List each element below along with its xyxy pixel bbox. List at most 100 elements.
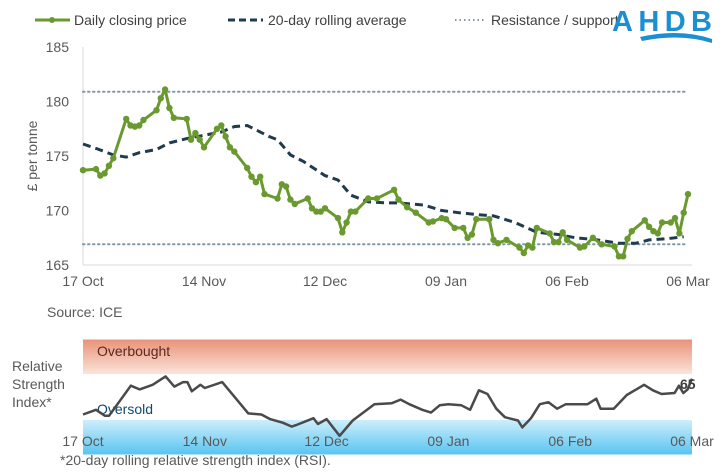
rolling-average-line: [82, 123, 684, 245]
legend-average-label: 20-day rolling average: [268, 12, 407, 28]
closing-price-point: [157, 95, 164, 102]
closing-price-point: [218, 122, 225, 129]
rsi-footnote: *20-day rolling relative strength index …: [60, 452, 331, 468]
closing-price-point: [486, 216, 493, 223]
price-series: [79, 86, 692, 260]
rsi-x-tick-labels: 17 Oct 14 Nov 12 Dec 09 Jan 06 Feb 06 Mar: [62, 433, 714, 449]
x-tick-label: 09 Jan: [425, 273, 467, 289]
x-tick-label: 14 Nov: [182, 273, 226, 289]
legend-average: 20-day rolling average: [228, 12, 407, 28]
closing-price-point: [105, 162, 113, 169]
closing-price-point: [373, 195, 381, 202]
closing-price-point: [468, 231, 476, 238]
closing-price-point: [520, 249, 527, 257]
closing-price-point: [123, 115, 130, 123]
rsi-x-tick-label: 06 Mar: [670, 433, 714, 449]
legend: Daily closing price 20-day rolling avera…: [35, 12, 619, 28]
closing-price-point: [516, 244, 523, 251]
rsi-title-line-3: Index*: [12, 394, 52, 410]
closing-price-point: [170, 114, 177, 122]
x-tick-label: 17 Oct: [62, 273, 103, 289]
rsi-x-tick-label: 14 Nov: [183, 433, 227, 449]
closing-price-point: [581, 243, 588, 250]
closing-price-point: [192, 129, 199, 137]
closing-price-point: [248, 173, 255, 180]
closing-price-point: [546, 230, 553, 237]
closing-price-point: [412, 209, 419, 216]
closing-price-point: [110, 155, 117, 162]
closing-price-point: [282, 183, 290, 190]
closing-price-point: [442, 216, 450, 223]
closing-price-point: [654, 230, 661, 237]
closing-price-point: [390, 186, 398, 193]
y-tick-labels: 165 170 175 180 185: [46, 39, 70, 273]
closing-price-point: [620, 253, 627, 260]
closing-price-point: [200, 144, 208, 151]
closing-price-point: [490, 236, 497, 244]
closing-price-point: [196, 136, 203, 143]
y-tick-label: 170: [46, 203, 70, 219]
closing-price-point: [684, 190, 692, 198]
closing-price-point: [334, 214, 342, 222]
closing-price-point: [166, 104, 173, 112]
legend-price-marker: [49, 17, 55, 23]
closing-price-point: [395, 196, 402, 203]
closing-price-point: [244, 164, 251, 172]
closing-price-point: [555, 238, 562, 246]
closing-price-line: [82, 88, 690, 258]
closing-price-point: [343, 219, 350, 226]
closing-price-point: [598, 241, 605, 248]
rsi-line: [82, 375, 694, 438]
rsi-title-line-2: Strength: [12, 376, 65, 392]
closing-price-point: [676, 230, 683, 237]
legend-price: Daily closing price: [35, 12, 187, 28]
closing-price-point: [680, 209, 687, 216]
rsi-title-line-1: Relative: [12, 358, 63, 374]
legend-price-label: Daily closing price: [74, 12, 187, 28]
closing-price-point: [365, 195, 372, 202]
x-tick-label: 12 Dec: [303, 273, 347, 289]
closing-price-point: [187, 136, 195, 143]
logo-swoosh-icon: [640, 32, 712, 43]
closing-price-point: [347, 208, 355, 215]
x-tick-labels: 17 Oct 14 Nov 12 Dec 09 Jan 06 Feb 06 Mar: [62, 273, 710, 289]
closing-price-point: [460, 224, 467, 232]
x-tick-label: 06 Feb: [545, 273, 589, 289]
closing-price-point: [321, 205, 329, 212]
closing-price-point: [92, 165, 100, 173]
rsi-x-tick-label: 17 Oct: [62, 433, 103, 449]
closing-price-point: [101, 170, 108, 177]
closing-price-point: [136, 122, 143, 129]
logo-text: AHDB: [612, 6, 712, 38]
closing-price-point: [308, 205, 316, 212]
closing-price-point: [628, 228, 635, 235]
rsi-last-value: 65: [680, 376, 696, 392]
closing-price-point: [563, 236, 571, 244]
closing-price-point: [667, 219, 674, 226]
closing-price-point: [291, 200, 298, 208]
y-axis-title: £ per tonne: [24, 120, 40, 191]
y-tick-label: 180: [46, 94, 70, 110]
y-tick-label: 165: [46, 257, 70, 273]
legend-levels: Resistance / support: [455, 12, 619, 28]
legend-levels-label: Resistance / support: [491, 12, 619, 28]
closing-price-point: [451, 224, 458, 232]
closing-price-point: [339, 229, 346, 236]
closing-price-point: [641, 217, 648, 224]
closing-price-point: [671, 214, 679, 222]
closing-price-point: [473, 216, 480, 223]
closing-price-point: [183, 115, 190, 123]
closing-price-point: [226, 144, 234, 151]
x-tick-label: 06 Mar: [666, 273, 710, 289]
closing-price-point: [658, 219, 666, 226]
closing-price-point: [624, 235, 631, 242]
closing-price-point: [274, 195, 281, 202]
ahdb-logo: AHDB: [612, 6, 712, 43]
closing-price-point: [533, 224, 540, 232]
closing-price-point: [494, 240, 502, 247]
closing-price-point: [304, 195, 311, 202]
closing-price-point: [352, 208, 359, 215]
y-tick-label: 175: [46, 148, 70, 164]
rsi-panel: Overbought Oversold Relative Strength In…: [12, 339, 714, 468]
